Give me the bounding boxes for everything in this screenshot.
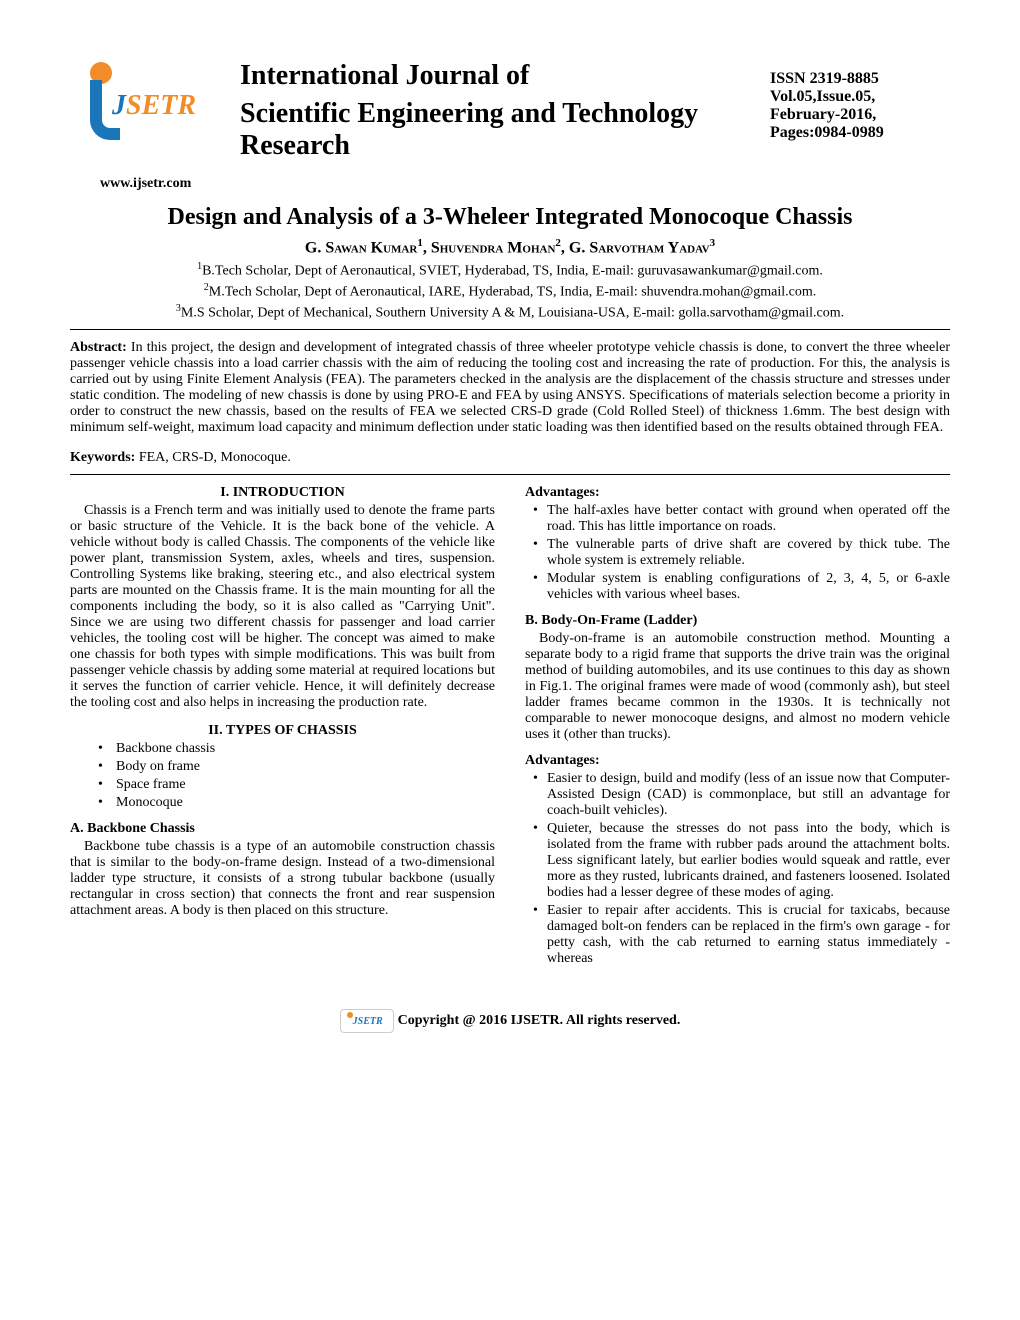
list-item: Monocoque bbox=[98, 795, 495, 811]
header-row: JSETR International Journal of Scientifi… bbox=[70, 60, 950, 168]
logo-text: JSETR bbox=[112, 90, 196, 122]
list-item: Body on frame bbox=[98, 759, 495, 775]
affiliation2: 2M.Tech Scholar, Dept of Aeronautical, I… bbox=[70, 282, 950, 301]
list-item: The half-axles have better contact with … bbox=[533, 503, 950, 535]
author2: Shuvendra Mohan bbox=[431, 239, 556, 256]
keywords-text: FEA, CRS-D, Monocoque. bbox=[135, 450, 291, 465]
backbone-para: Backbone tube chassis is a type of an au… bbox=[70, 839, 495, 919]
issn: ISSN 2319-8885 bbox=[770, 70, 950, 88]
section-types: II. TYPES OF CHASSIS bbox=[70, 723, 495, 739]
authors: G. Sawan Kumar1, Shuvendra Mohan2, G. Sa… bbox=[70, 237, 950, 257]
divider-mid bbox=[70, 474, 950, 475]
advantages-list2: Easier to design, build and modify (less… bbox=[525, 771, 950, 967]
month: February-2016, bbox=[770, 106, 950, 124]
list-item: Quieter, because the stresses do not pas… bbox=[533, 821, 950, 901]
issn-block: ISSN 2319-8885 Vol.05,Issue.05, February… bbox=[770, 60, 950, 142]
footer: JSETR Copyright @ 2016 IJSETR. All right… bbox=[70, 1009, 950, 1033]
keywords: Keywords: FEA, CRS-D, Monocoque. bbox=[70, 450, 950, 466]
list-item: Easier to design, build and modify (less… bbox=[533, 771, 950, 819]
list-item: Easier to repair after accidents. This i… bbox=[533, 903, 950, 967]
affiliation1: 1B.Tech Scholar, Dept of Aeronautical, S… bbox=[70, 261, 950, 280]
list-item: The vulnerable parts of drive shaft are … bbox=[533, 537, 950, 569]
list-item: Modular system is enabling configuration… bbox=[533, 571, 950, 603]
list-item: Space frame bbox=[98, 777, 495, 793]
divider-top bbox=[70, 329, 950, 330]
sub-backbone: A. Backbone Chassis bbox=[70, 821, 495, 837]
abstract-label: Abstract: bbox=[70, 340, 127, 355]
body-on-frame-para: Body-on-frame is an automobile construct… bbox=[525, 631, 950, 743]
pages: Pages:0984-0989 bbox=[770, 124, 950, 142]
section-intro: I. INTRODUCTION bbox=[70, 485, 495, 501]
journal-title-line1: International Journal of bbox=[240, 60, 750, 92]
advantages-list1: The half-axles have better contact with … bbox=[525, 503, 950, 603]
chassis-types-list: Backbone chassis Body on frame Space fra… bbox=[70, 741, 495, 811]
journal-title-line2: Scientific Engineering and Technology Re… bbox=[240, 98, 750, 162]
footer-text: Copyright @ 2016 IJSETR. All rights rese… bbox=[398, 1014, 681, 1029]
abstract-text: In this project, the design and developm… bbox=[70, 340, 950, 435]
volume: Vol.05,Issue.05, bbox=[770, 88, 950, 106]
author3: G. Sarvotham Yadav bbox=[569, 239, 710, 256]
advantages-label1: Advantages: bbox=[525, 485, 950, 501]
author1: G. Sawan Kumar bbox=[305, 239, 417, 256]
advantages-label2: Advantages: bbox=[525, 753, 950, 769]
website-url: www.ijsetr.com bbox=[100, 176, 950, 192]
journal-logo: JSETR bbox=[70, 60, 220, 160]
body-columns: I. INTRODUCTION Chassis is a French term… bbox=[70, 485, 950, 969]
list-item: Backbone chassis bbox=[98, 741, 495, 757]
intro-para: Chassis is a French term and was initial… bbox=[70, 503, 495, 711]
abstract: Abstract: In this project, the design an… bbox=[70, 340, 950, 436]
right-column: Advantages: The half-axles have better c… bbox=[525, 485, 950, 969]
logo-text-setr: SETR bbox=[126, 90, 196, 121]
logo-text-j: J bbox=[112, 90, 126, 121]
left-column: I. INTRODUCTION Chassis is a French term… bbox=[70, 485, 495, 969]
sub-body-on-frame: B. Body-On-Frame (Ladder) bbox=[525, 613, 950, 629]
footer-logo-icon: JSETR bbox=[340, 1009, 394, 1033]
logo-section: JSETR bbox=[70, 60, 220, 160]
paper-title: Design and Analysis of a 3-Wheleer Integ… bbox=[70, 204, 950, 231]
affiliation3: 3M.S Scholar, Dept of Mechanical, Southe… bbox=[70, 303, 950, 322]
keywords-label: Keywords: bbox=[70, 450, 135, 465]
journal-title-block: International Journal of Scientific Engi… bbox=[220, 60, 770, 168]
